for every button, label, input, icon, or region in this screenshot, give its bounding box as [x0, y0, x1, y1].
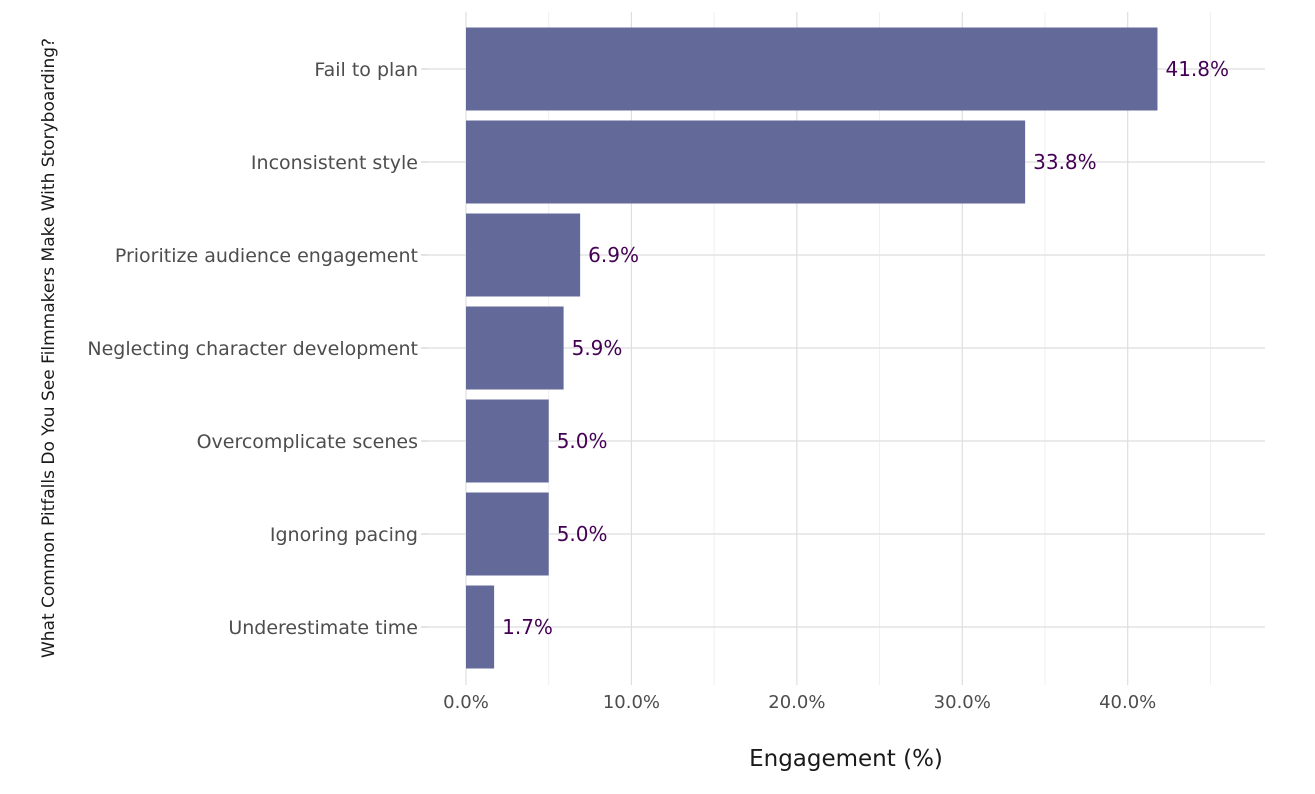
bar-value-label: 5.0%: [557, 522, 608, 546]
bar-value-label: 33.8%: [1033, 150, 1097, 174]
bar: [466, 399, 549, 483]
category-label: Underestimate time: [228, 617, 418, 639]
bar-value-label: 41.8%: [1165, 57, 1229, 81]
bar-value-label: 5.9%: [572, 336, 623, 360]
category-label: Prioritize audience engagement: [115, 245, 418, 267]
category-label: Inconsistent style: [251, 152, 418, 174]
category-label: Ignoring pacing: [270, 524, 418, 546]
category-label: Fail to plan: [314, 59, 418, 81]
x-tick-label: 0.0%: [443, 692, 489, 713]
bar: [466, 120, 1026, 204]
y-axis-tick-labels: Fail to plan Inconsistent style Prioritize…: [87, 59, 418, 639]
x-axis-title: Engagement (%): [749, 746, 943, 772]
bar-value-label: 5.0%: [557, 429, 608, 453]
bar: [466, 492, 549, 576]
bar-value-label: 6.9%: [588, 243, 639, 267]
x-tick-label: 20.0%: [768, 692, 825, 713]
bar-layer: [466, 27, 1158, 669]
y-axis-title: What Common Pitfalls Do You See Filmmake…: [39, 38, 59, 658]
bar: [466, 585, 495, 669]
bar: [466, 213, 581, 297]
bar: [466, 27, 1158, 111]
x-tick-label: 10.0%: [603, 692, 660, 713]
category-label: Overcomplicate scenes: [197, 431, 418, 453]
x-axis-tick-labels: 0.0% 10.0% 20.0% 30.0% 40.0%: [443, 692, 1156, 713]
data-label-layer: 41.8% 33.8% 6.9% 5.9% 5.0% 5.0% 1.7%: [502, 57, 1229, 639]
category-label: Neglecting character development: [87, 338, 418, 360]
bar-value-label: 1.7%: [502, 615, 553, 639]
x-tick-label: 30.0%: [934, 692, 991, 713]
x-tick-label: 40.0%: [1099, 692, 1156, 713]
bar: [466, 306, 564, 390]
